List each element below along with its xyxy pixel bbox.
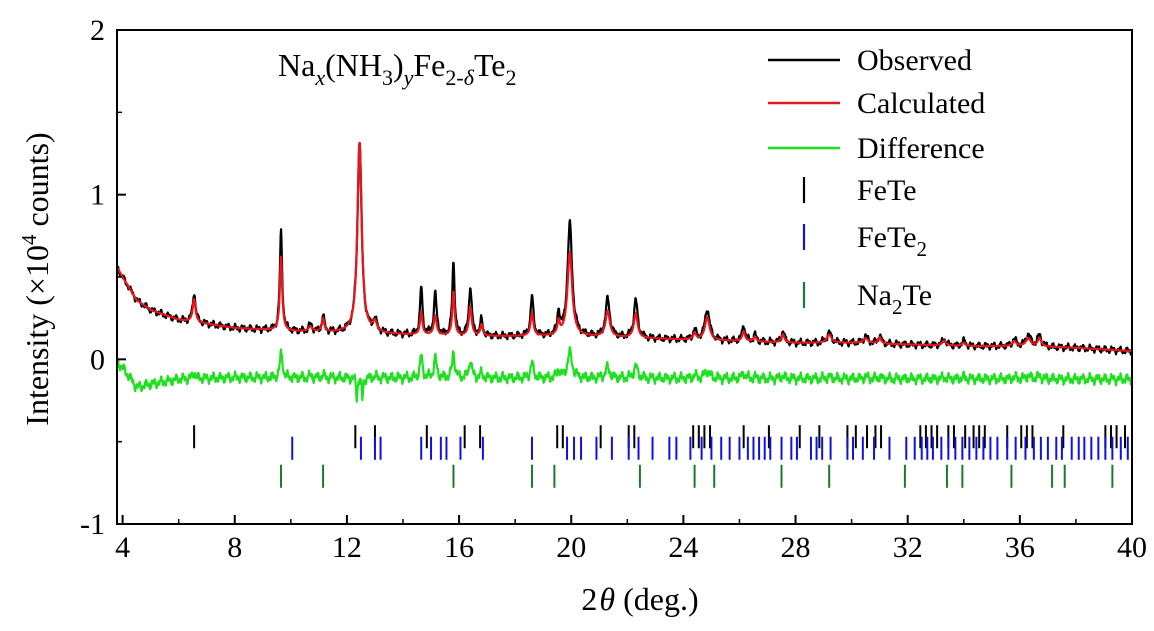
- formula-part: y: [402, 65, 414, 90]
- legend-label-text: Calculated: [857, 87, 985, 120]
- compound-formula: Nax(NH3)yFe2-δTe2: [278, 47, 516, 90]
- y-tick-label: 2: [90, 14, 105, 47]
- legend-label: FeTe2: [857, 221, 927, 261]
- formula-part: (NH: [325, 47, 382, 83]
- legend-label-sub: 2: [917, 237, 928, 261]
- plot-content: [117, 143, 1132, 488]
- formula-part: 3: [382, 65, 393, 90]
- plot-series: [117, 143, 1132, 488]
- x-axis-title: 2θ (deg.): [581, 581, 698, 617]
- legend-label-text: Na: [857, 279, 892, 312]
- y-tick-label: 0: [90, 343, 105, 376]
- legend-label-text: FeTe: [857, 221, 917, 254]
- y-axis-title-prefix: Intensity (×10: [19, 245, 55, 426]
- legend-label-sub: 2: [892, 295, 903, 319]
- legend-label: Na2Te: [857, 279, 932, 319]
- reflections-Na2Te: [281, 465, 1112, 488]
- x-tick-label: 12: [332, 531, 362, 564]
- formula-part: Te: [474, 47, 506, 83]
- formula-part: 2: [505, 65, 516, 90]
- y-tick-label: 1: [90, 179, 105, 212]
- legend-entry: FeTe: [804, 174, 917, 207]
- x-tick-label: 4: [115, 531, 130, 564]
- legend-label: Difference: [857, 132, 985, 165]
- observed-series: [117, 143, 1132, 354]
- y-axis-title-suffix: counts): [19, 132, 55, 234]
- reflections-FeTe: [194, 425, 1125, 448]
- legend-entry: FeTe2: [804, 221, 927, 261]
- x-tick-label: 8: [227, 531, 242, 564]
- legend-entry: Calculated: [768, 87, 985, 120]
- legend-entry: Na2Te: [804, 279, 932, 319]
- legend-entry: Observed: [768, 44, 972, 77]
- difference-series: [117, 347, 1132, 402]
- x-axis-title-prefix: 2: [581, 581, 597, 617]
- legend-label: Observed: [857, 44, 972, 77]
- x-tick-label: 16: [444, 531, 474, 564]
- legend-label: FeTe: [857, 174, 917, 207]
- formula-part: Na: [278, 47, 315, 83]
- legend-label-suffix: Te: [902, 279, 932, 312]
- legend-entry: Difference: [768, 132, 985, 165]
- formula-part: Fe: [413, 47, 445, 83]
- legend-label-text: FeTe: [857, 174, 917, 207]
- x-axis-title-suffix: (deg.): [615, 581, 699, 617]
- legend-label-text: Observed: [857, 44, 972, 77]
- formula-part: x: [314, 65, 325, 90]
- y-tick-label: -1: [80, 508, 105, 541]
- x-tick-label: 28: [781, 531, 811, 564]
- calculated-series: [117, 143, 1132, 351]
- x-tick-label: 24: [668, 531, 698, 564]
- legend-label-text: Difference: [857, 132, 985, 165]
- x-axis-title-symbol: θ: [599, 581, 615, 617]
- y-axis-title-sup: 4: [17, 234, 41, 245]
- x-tick-label: 32: [893, 531, 923, 564]
- formula-part: 2-: [445, 65, 463, 90]
- x-tick-label: 36: [1005, 531, 1035, 564]
- formula-part: ): [393, 47, 404, 83]
- legend: ObservedCalculatedDifferenceFeTeFeTe2Na2…: [768, 44, 985, 319]
- legend-label: Calculated: [857, 87, 985, 120]
- y-axis-title: Intensity (×104 counts): [17, 132, 55, 425]
- x-tick-label: 40: [1117, 531, 1147, 564]
- x-tick-label: 20: [556, 531, 586, 564]
